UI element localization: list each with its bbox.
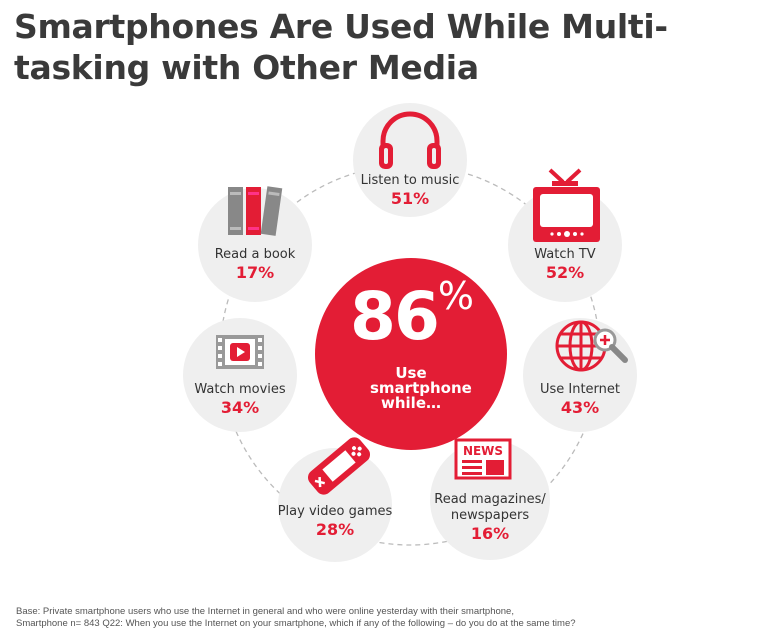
activity-percent: 52%	[545, 263, 585, 282]
activity-watch-movies: Watch movies 34%	[183, 318, 297, 432]
footnote-base: Base: Private smartphone users who use t…	[16, 606, 514, 617]
activity-label: Listen to music	[360, 173, 460, 188]
globe-search-icon	[555, 320, 628, 372]
activity-percent: 34%	[220, 398, 260, 417]
activity-read-book: Read a book 17%	[198, 186, 312, 302]
footnote-question: Smartphone n= 843 Q22: When you use the …	[16, 618, 576, 629]
film-icon	[216, 335, 264, 369]
center-value: 86%	[350, 274, 474, 355]
books-icon	[228, 186, 283, 236]
center-stat: 86% Use smartphone while…	[315, 258, 507, 450]
footnote: Base: Private smartphone users who use t…	[16, 606, 576, 630]
tv-icon	[533, 168, 600, 242]
activity-play-games: Play video games 28%	[278, 437, 392, 562]
activity-percent: 43%	[560, 398, 600, 417]
gamepad-icon	[307, 437, 371, 495]
newspaper-icon: NEWS	[454, 438, 512, 480]
activity-label: Play video games	[277, 504, 393, 519]
activity-read-magazines: NEWS Read magazines/ newspapers 16%	[430, 438, 550, 560]
activity-percent: 51%	[390, 189, 430, 208]
activity-label: Watch movies	[194, 382, 286, 397]
headphones-icon	[379, 111, 441, 169]
activity-percent: 17%	[235, 263, 275, 282]
svg-text:NEWS: NEWS	[463, 444, 503, 458]
activity-label: Watch TV	[534, 247, 596, 262]
center-label: Use smartphone while…	[370, 364, 472, 412]
activity-label: Read magazines/ newspapers	[434, 492, 546, 523]
activity-listen-music: Listen to music 51%	[353, 103, 467, 217]
activity-use-internet: Use Internet 43%	[523, 318, 637, 432]
activity-percent: 28%	[315, 520, 355, 539]
activity-watch-tv: Watch TV 52%	[508, 168, 622, 302]
activity-percent: 16%	[470, 524, 510, 543]
activity-label: Read a book	[214, 247, 296, 262]
page-title: Smartphones Are Used While Multi-tasking…	[14, 7, 668, 87]
activity-label: Use Internet	[539, 382, 621, 397]
